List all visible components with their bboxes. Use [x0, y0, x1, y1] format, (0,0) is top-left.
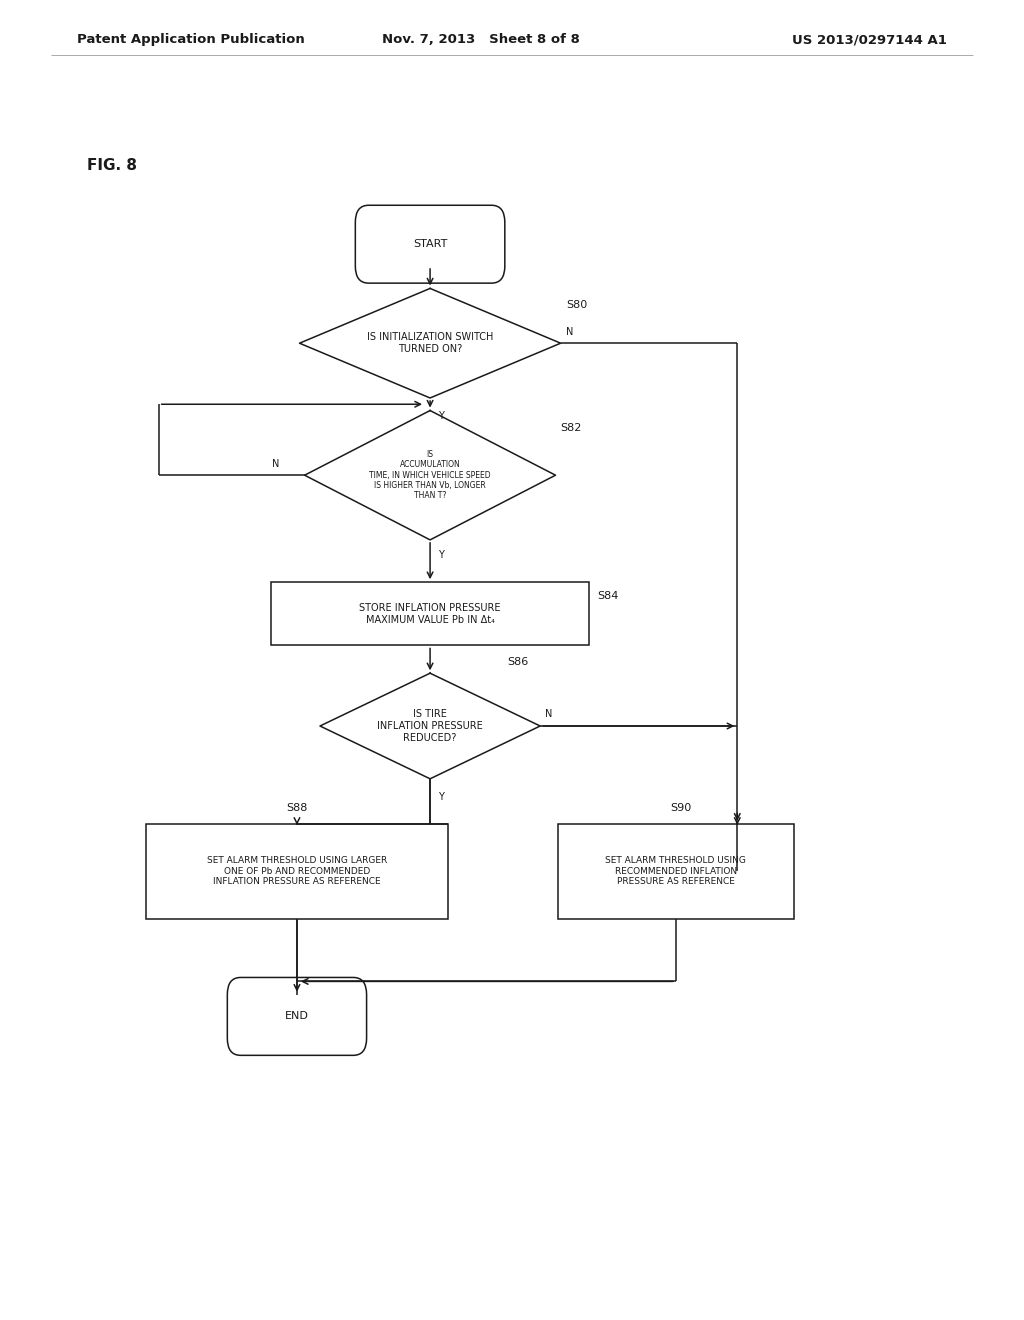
- Text: S86: S86: [507, 656, 528, 667]
- Bar: [558, 824, 794, 919]
- FancyBboxPatch shape: [227, 977, 367, 1056]
- Text: N: N: [545, 709, 553, 719]
- Text: S90: S90: [671, 803, 692, 813]
- Text: S88: S88: [287, 803, 308, 813]
- Text: STORE INFLATION PRESSURE
MAXIMUM VALUE Pb IN Δt₄: STORE INFLATION PRESSURE MAXIMUM VALUE P…: [359, 603, 501, 624]
- Text: S82: S82: [561, 424, 582, 433]
- Text: SET ALARM THRESHOLD USING
RECOMMENDED INFLATION
PRESSURE AS REFERENCE: SET ALARM THRESHOLD USING RECOMMENDED IN…: [605, 857, 746, 886]
- Text: Y: Y: [438, 412, 444, 421]
- Text: Patent Application Publication: Patent Application Publication: [77, 33, 304, 46]
- Text: Nov. 7, 2013   Sheet 8 of 8: Nov. 7, 2013 Sheet 8 of 8: [382, 33, 581, 46]
- Text: N: N: [565, 326, 573, 337]
- Text: IS TIRE
INFLATION PRESSURE
REDUCED?: IS TIRE INFLATION PRESSURE REDUCED?: [377, 709, 483, 743]
- Text: IS INITIALIZATION SWITCH
TURNED ON?: IS INITIALIZATION SWITCH TURNED ON?: [367, 333, 494, 354]
- Text: IS
ACCUMULATION
TIME, IN WHICH VEHICLE SPEED
IS HIGHER THAN Vb, LONGER
THAN T?: IS ACCUMULATION TIME, IN WHICH VEHICLE S…: [370, 450, 490, 500]
- Text: Y: Y: [438, 550, 444, 561]
- Text: S80: S80: [565, 301, 587, 310]
- Bar: [145, 824, 449, 919]
- Text: N: N: [271, 458, 279, 469]
- Bar: [271, 582, 589, 645]
- FancyBboxPatch shape: [355, 205, 505, 284]
- Text: Y: Y: [438, 792, 444, 803]
- Text: START: START: [413, 239, 447, 249]
- Text: S84: S84: [597, 590, 618, 601]
- Text: SET ALARM THRESHOLD USING LARGER
ONE OF Pb AND RECOMMENDED
INFLATION PRESSURE AS: SET ALARM THRESHOLD USING LARGER ONE OF …: [207, 857, 387, 886]
- Text: US 2013/0297144 A1: US 2013/0297144 A1: [793, 33, 947, 46]
- Text: FIG. 8: FIG. 8: [87, 157, 137, 173]
- Text: END: END: [285, 1011, 309, 1022]
